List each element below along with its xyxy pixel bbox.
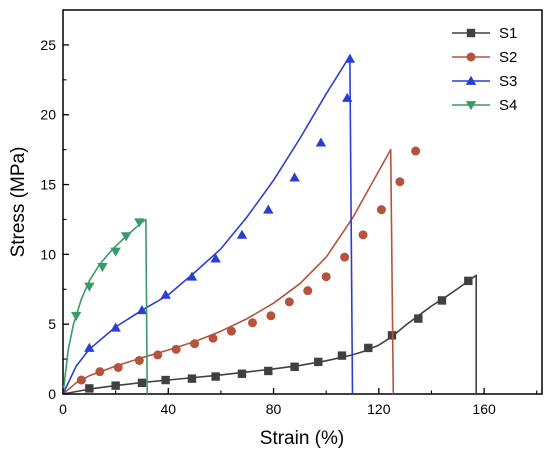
data-point-s2 <box>303 286 313 296</box>
data-point-s2 <box>247 318 257 328</box>
data-point-s3 <box>344 53 356 63</box>
data-point-s4 <box>134 218 145 228</box>
series-s1 <box>62 274 478 395</box>
data-point-s2 <box>226 326 236 336</box>
series-line-s3 <box>62 59 354 395</box>
data-point-s3 <box>186 271 198 281</box>
data-point-s3 <box>136 305 148 315</box>
data-point-s1 <box>337 351 347 360</box>
y-tick-label: 15 <box>40 177 56 193</box>
data-point-s2 <box>340 252 350 262</box>
legend-marker <box>466 52 476 62</box>
series-s3 <box>62 53 356 395</box>
data-point-s1 <box>414 314 423 323</box>
data-point-s2 <box>411 146 421 156</box>
series-line-s1 <box>62 274 478 395</box>
y-tick-label: 25 <box>40 37 56 53</box>
data-point-s2 <box>376 205 386 215</box>
legend-marker <box>466 28 476 38</box>
y-tick-label: 20 <box>40 107 56 123</box>
data-point-s2 <box>266 311 276 321</box>
legend: S1 S2 S3 S4 <box>452 25 517 114</box>
data-point-s3 <box>289 172 300 182</box>
data-point-s2 <box>153 350 163 360</box>
data-point-s2 <box>321 272 331 282</box>
legend-label: S3 <box>499 73 517 90</box>
data-point-s2 <box>395 177 405 187</box>
data-point-s1 <box>264 366 273 376</box>
data-point-s3 <box>236 229 248 239</box>
data-point-s3 <box>263 204 274 214</box>
legend-item-s3: S3 <box>452 73 517 90</box>
data-point-s1 <box>437 296 447 305</box>
data-point-s3 <box>342 92 353 102</box>
plot-area <box>62 9 543 395</box>
plot-frame <box>62 9 543 395</box>
series-s2 <box>62 146 421 395</box>
data-point-s4 <box>110 247 121 257</box>
x-axis-title: Strain (%) <box>260 428 344 449</box>
series-layer <box>62 53 478 395</box>
legend-label: S4 <box>499 97 517 114</box>
legend-label: S2 <box>499 49 517 66</box>
data-point-s4 <box>120 232 132 242</box>
data-point-s1 <box>211 372 220 381</box>
y-tick-label: 10 <box>40 246 56 262</box>
data-point-s2 <box>358 230 368 240</box>
x-tick-label: 120 <box>367 401 391 417</box>
data-point-s3 <box>84 342 95 352</box>
x-tick-label: 0 <box>59 401 67 417</box>
legend-marker <box>465 75 477 85</box>
y-axis-title: Stress (MPa) <box>8 147 29 258</box>
y-tick-label: 5 <box>48 316 56 332</box>
data-point-s2 <box>284 297 294 307</box>
data-point-s1 <box>464 276 473 286</box>
data-point-s1 <box>111 381 120 390</box>
data-point-s3 <box>210 253 221 263</box>
data-point-s1 <box>85 384 94 393</box>
data-point-s4 <box>97 263 108 273</box>
data-point-s1 <box>237 369 247 378</box>
legend-label: S1 <box>499 25 517 42</box>
legend-marker <box>465 101 477 111</box>
ticks-layer: 0 40 80 120 160 0 5 10 15 20 25 <box>40 37 538 417</box>
series-s4 <box>62 218 148 395</box>
x-tick-label: 160 <box>472 401 496 417</box>
x-tick-label: 80 <box>266 401 282 417</box>
legend-item-s1: S1 <box>452 25 517 42</box>
data-point-s1 <box>137 378 147 388</box>
data-point-s2 <box>95 367 105 377</box>
data-point-s2 <box>113 362 123 372</box>
data-point-s2 <box>171 344 181 354</box>
legend-item-s4: S4 <box>452 97 517 114</box>
y-tick-label: 0 <box>48 386 56 402</box>
data-point-s3 <box>110 322 121 332</box>
data-point-s1 <box>187 374 197 383</box>
data-point-s4 <box>84 282 95 292</box>
data-point-s2 <box>76 375 86 385</box>
data-point-s2 <box>208 333 218 343</box>
data-point-s4 <box>70 311 82 322</box>
legend-item-s2: S2 <box>452 49 517 66</box>
data-point-s2 <box>190 339 200 349</box>
data-point-s1 <box>290 362 299 371</box>
data-point-s3 <box>160 289 171 299</box>
data-point-s1 <box>364 343 373 353</box>
data-point-s2 <box>134 355 144 365</box>
data-point-s1 <box>161 375 170 385</box>
x-tick-label: 40 <box>160 401 176 417</box>
data-point-s3 <box>315 137 327 147</box>
data-point-s1 <box>314 357 323 367</box>
